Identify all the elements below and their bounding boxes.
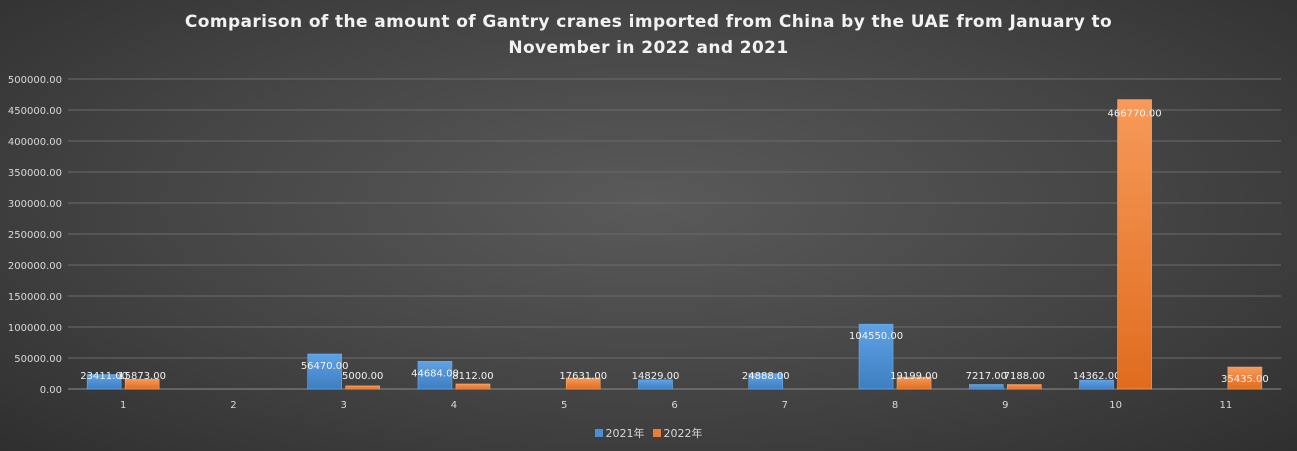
- bar-2022-9: [1007, 384, 1042, 390]
- bar-2022-1: [124, 378, 160, 390]
- bar-2021-10: [1079, 379, 1114, 390]
- data-label: 44684.00: [411, 368, 459, 379]
- y-tick-label: 300000.00: [8, 199, 62, 210]
- x-tick-label: 1: [120, 400, 126, 411]
- data-label: 35435.00: [1221, 374, 1269, 385]
- data-label: 7188.00: [1004, 371, 1045, 382]
- data-label: 17631.00: [559, 371, 607, 382]
- y-tick-label: 0.00: [40, 385, 62, 396]
- data-label: 56470.00: [301, 361, 349, 372]
- data-label: 466770.00: [1108, 109, 1162, 120]
- y-tick-label: 200000.00: [8, 261, 62, 272]
- data-label: 23411.00: [80, 371, 128, 382]
- bar-2021-6: [638, 379, 673, 390]
- y-tick-label: 150000.00: [8, 292, 62, 303]
- y-tick-label: 350000.00: [8, 168, 62, 179]
- y-tick-label: 450000.00: [8, 106, 62, 117]
- x-tick-label: 8: [892, 400, 898, 411]
- bar-2022-4: [455, 383, 491, 390]
- legend-swatch-2022: [652, 429, 661, 437]
- y-tick-label: 50000.00: [14, 354, 62, 365]
- x-tick-label: 5: [561, 400, 567, 411]
- data-label: 19199.00: [890, 371, 938, 382]
- bar-2022-8: [896, 376, 932, 390]
- x-tick-label: 7: [782, 400, 788, 411]
- chart-title-line-1: Comparison of the amount of Gantry crane…: [184, 12, 1113, 32]
- x-tick-label: 9: [1002, 400, 1008, 411]
- bar-2021-8: [858, 323, 894, 390]
- legend-item-2022[interactable]: 2022年: [652, 425, 703, 441]
- data-label: 5000.00: [342, 371, 383, 382]
- y-tick-label: 400000.00: [8, 137, 62, 148]
- legend-swatch-2021: [594, 429, 603, 437]
- chart-title: Comparison of the amount of Gantry crane…: [0, 9, 1297, 61]
- bar-2022-5: [565, 377, 601, 390]
- data-label: 104550.00: [849, 331, 903, 342]
- legend-label-2021: 2021年: [605, 427, 645, 440]
- y-tick-label: 100000.00: [8, 323, 62, 334]
- chart-title-line-2: November in 2022 and 2021: [508, 38, 789, 58]
- bar-2021-4: [417, 360, 453, 390]
- legend-item-2021[interactable]: 2021年: [594, 425, 645, 441]
- x-tick-label: 4: [451, 400, 457, 411]
- bar-2021-9: [969, 384, 1004, 390]
- bar-2021-7: [748, 373, 784, 390]
- chart-legend: 2021年 2022年: [0, 425, 1297, 441]
- x-tick-label: 10: [1109, 400, 1122, 411]
- y-tick-label: 250000.00: [8, 230, 62, 241]
- y-tick-label: 500000.00: [8, 75, 62, 86]
- x-tick-label: 2: [230, 400, 236, 411]
- data-label: 14362.00: [1073, 371, 1121, 382]
- x-tick-label: 6: [671, 400, 677, 411]
- data-label: 14829.00: [632, 371, 680, 382]
- legend-label-2022: 2022年: [663, 427, 703, 440]
- bar-2021-3: [307, 353, 342, 390]
- bar-2022-3: [345, 385, 380, 390]
- bar-2022-10: [1117, 99, 1152, 390]
- data-label: 8112.00: [452, 371, 493, 382]
- bar-2021-1: [86, 374, 122, 390]
- x-tick-label: 3: [340, 400, 346, 411]
- data-label: 24888.00: [742, 371, 790, 382]
- bar-2022-11: [1227, 366, 1263, 390]
- x-tick-label: 11: [1219, 400, 1232, 411]
- data-label: 15873.00: [118, 371, 166, 382]
- data-label: 7217.00: [966, 371, 1007, 382]
